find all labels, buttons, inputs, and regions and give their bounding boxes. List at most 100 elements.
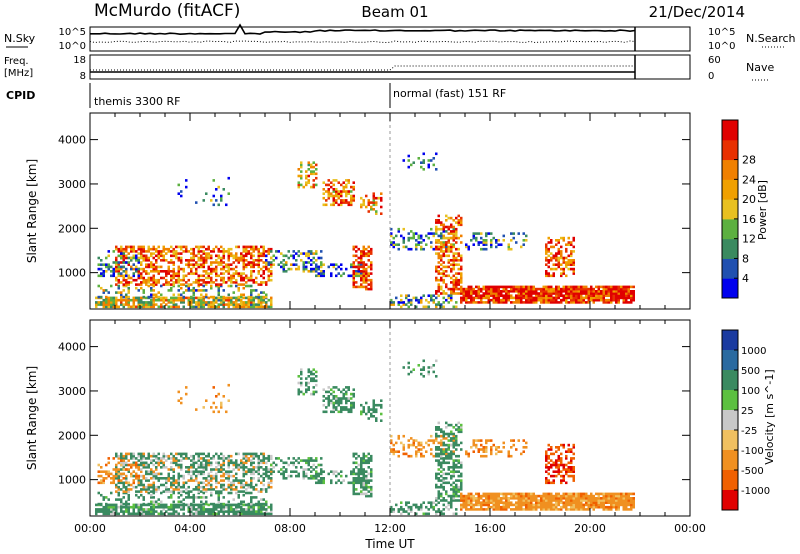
velocity-cell [142, 496, 145, 499]
velocity-cell [150, 502, 153, 506]
power-cell [530, 285, 533, 289]
power-cell [427, 236, 430, 240]
power-cell [590, 292, 593, 295]
velocity-cell [170, 481, 173, 485]
velocity-cell [152, 483, 155, 487]
velocity-cell [560, 501, 563, 504]
power-cell [442, 252, 445, 255]
velocity-cell [492, 508, 495, 511]
power-cell [577, 290, 580, 293]
velocity-cell [440, 512, 443, 516]
power-cell [555, 259, 558, 262]
power-cell [307, 261, 310, 264]
power-cell [507, 296, 510, 300]
power-cell [130, 305, 133, 309]
power-cell [300, 176, 303, 180]
velocity-cell [630, 497, 633, 500]
power-cell [460, 281, 463, 284]
power-cell [590, 287, 593, 291]
velocity-cell [470, 494, 473, 498]
velocity-cell [442, 488, 445, 491]
velocity-cell [365, 461, 368, 465]
power-cell [225, 263, 228, 266]
power-cell [130, 265, 133, 269]
power-cell [390, 301, 393, 304]
power-cell [242, 261, 245, 264]
velocity-cell [210, 512, 213, 516]
power-cell [327, 265, 330, 269]
power-cell [202, 263, 205, 266]
velocity-cell [192, 512, 195, 516]
power-cell [217, 203, 220, 207]
power-cell [545, 256, 548, 260]
power-cell [240, 256, 243, 260]
velocity-cell [450, 466, 453, 469]
power-cell [437, 241, 440, 244]
velocity-cell [145, 463, 148, 467]
power-cell [572, 294, 575, 297]
power-cell [227, 305, 230, 309]
power-cell [440, 221, 443, 224]
velocity-cell [205, 500, 208, 504]
power-cell [477, 285, 480, 289]
power-cell [367, 252, 370, 255]
velocity-cell [220, 505, 223, 509]
velocity-cell [130, 483, 133, 487]
velocity-cell [522, 501, 525, 504]
power-cell [132, 301, 135, 304]
velocity-cell [115, 483, 118, 487]
power-cell [150, 254, 153, 258]
velocity-cell [415, 452, 418, 456]
velocity-cell [440, 474, 443, 478]
power-cell [300, 165, 303, 169]
power-cell [257, 259, 260, 262]
velocity-cell [372, 401, 375, 405]
power-cell [495, 285, 498, 289]
power-cell [300, 163, 303, 167]
velocity-cell [527, 494, 530, 498]
velocity-cell [577, 494, 580, 498]
power-cell [617, 294, 620, 297]
velocity-cell [220, 483, 223, 487]
velocity-cell [352, 472, 355, 476]
velocity-cell [215, 491, 218, 495]
velocity-cell [532, 497, 535, 500]
power-cell [157, 281, 160, 284]
power-cell [362, 281, 365, 284]
power-cell [140, 274, 143, 278]
power-cell [630, 298, 633, 302]
power-cell [477, 241, 480, 244]
velocity-cell [280, 459, 283, 462]
velocity-cell [122, 491, 125, 495]
power-cell [372, 196, 375, 200]
power-cell [105, 265, 108, 269]
power-cell [130, 250, 133, 253]
velocity-cell [172, 477, 175, 480]
velocity-cell [607, 501, 610, 504]
velocity-cell [307, 375, 310, 378]
power-cell [125, 293, 128, 297]
power-cell [260, 295, 263, 299]
power-cell [475, 232, 478, 235]
power-cell [265, 259, 268, 262]
velocity-cell [177, 472, 180, 476]
velocity-cell [192, 496, 195, 499]
power-cell [227, 276, 230, 280]
power-cell [202, 265, 205, 269]
velocity-cell [347, 399, 350, 402]
velocity-cell [205, 490, 208, 493]
velocity-cell [425, 512, 428, 516]
power-cell [300, 183, 303, 187]
power-cell [250, 254, 253, 258]
power-cell [332, 183, 335, 187]
velocity-cell [257, 461, 260, 465]
velocity-cell [172, 491, 175, 495]
nsearch-tick-top: 10^5 [708, 27, 735, 38]
power-colorbar-swatch [722, 218, 738, 240]
velocity-cell [365, 494, 368, 498]
power-cell [587, 290, 590, 293]
power-cell [220, 196, 223, 200]
power-cell [350, 274, 353, 278]
velocity-cell [235, 463, 238, 467]
power-cell [215, 267, 218, 271]
